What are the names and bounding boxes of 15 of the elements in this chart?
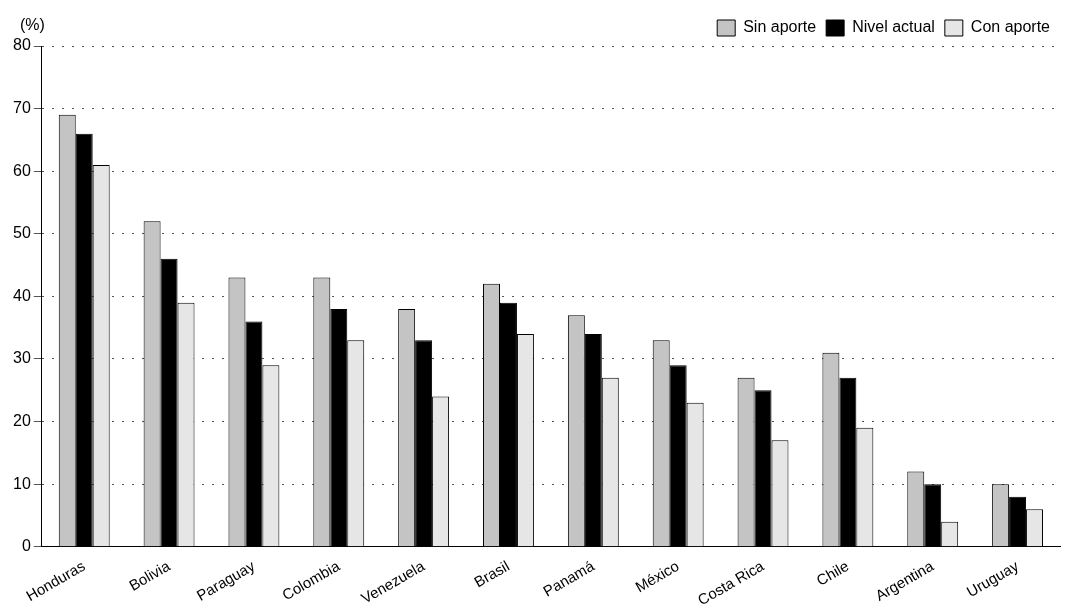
x-tick-label: Chile <box>813 556 852 589</box>
legend-label: Con aporte <box>970 18 1051 36</box>
y-tick-label: 80 <box>13 36 31 54</box>
y-tick-label: 60 <box>13 161 31 179</box>
y-tick-label: 20 <box>13 411 31 429</box>
y-tick-label: 70 <box>13 99 31 116</box>
x-tick-label: Costa Rica <box>694 556 768 609</box>
y-tick-label: 0 <box>21 537 31 555</box>
y-tick-label: 10 <box>13 474 31 492</box>
legend-label: Nivel actual <box>852 18 935 36</box>
legend-label: Sin aporte <box>743 18 817 36</box>
y-tick-label: 40 <box>13 286 31 304</box>
y-tick-label: 50 <box>13 224 31 242</box>
y-tick-label: 30 <box>13 349 31 367</box>
y-axis-title: (%) <box>20 16 45 34</box>
